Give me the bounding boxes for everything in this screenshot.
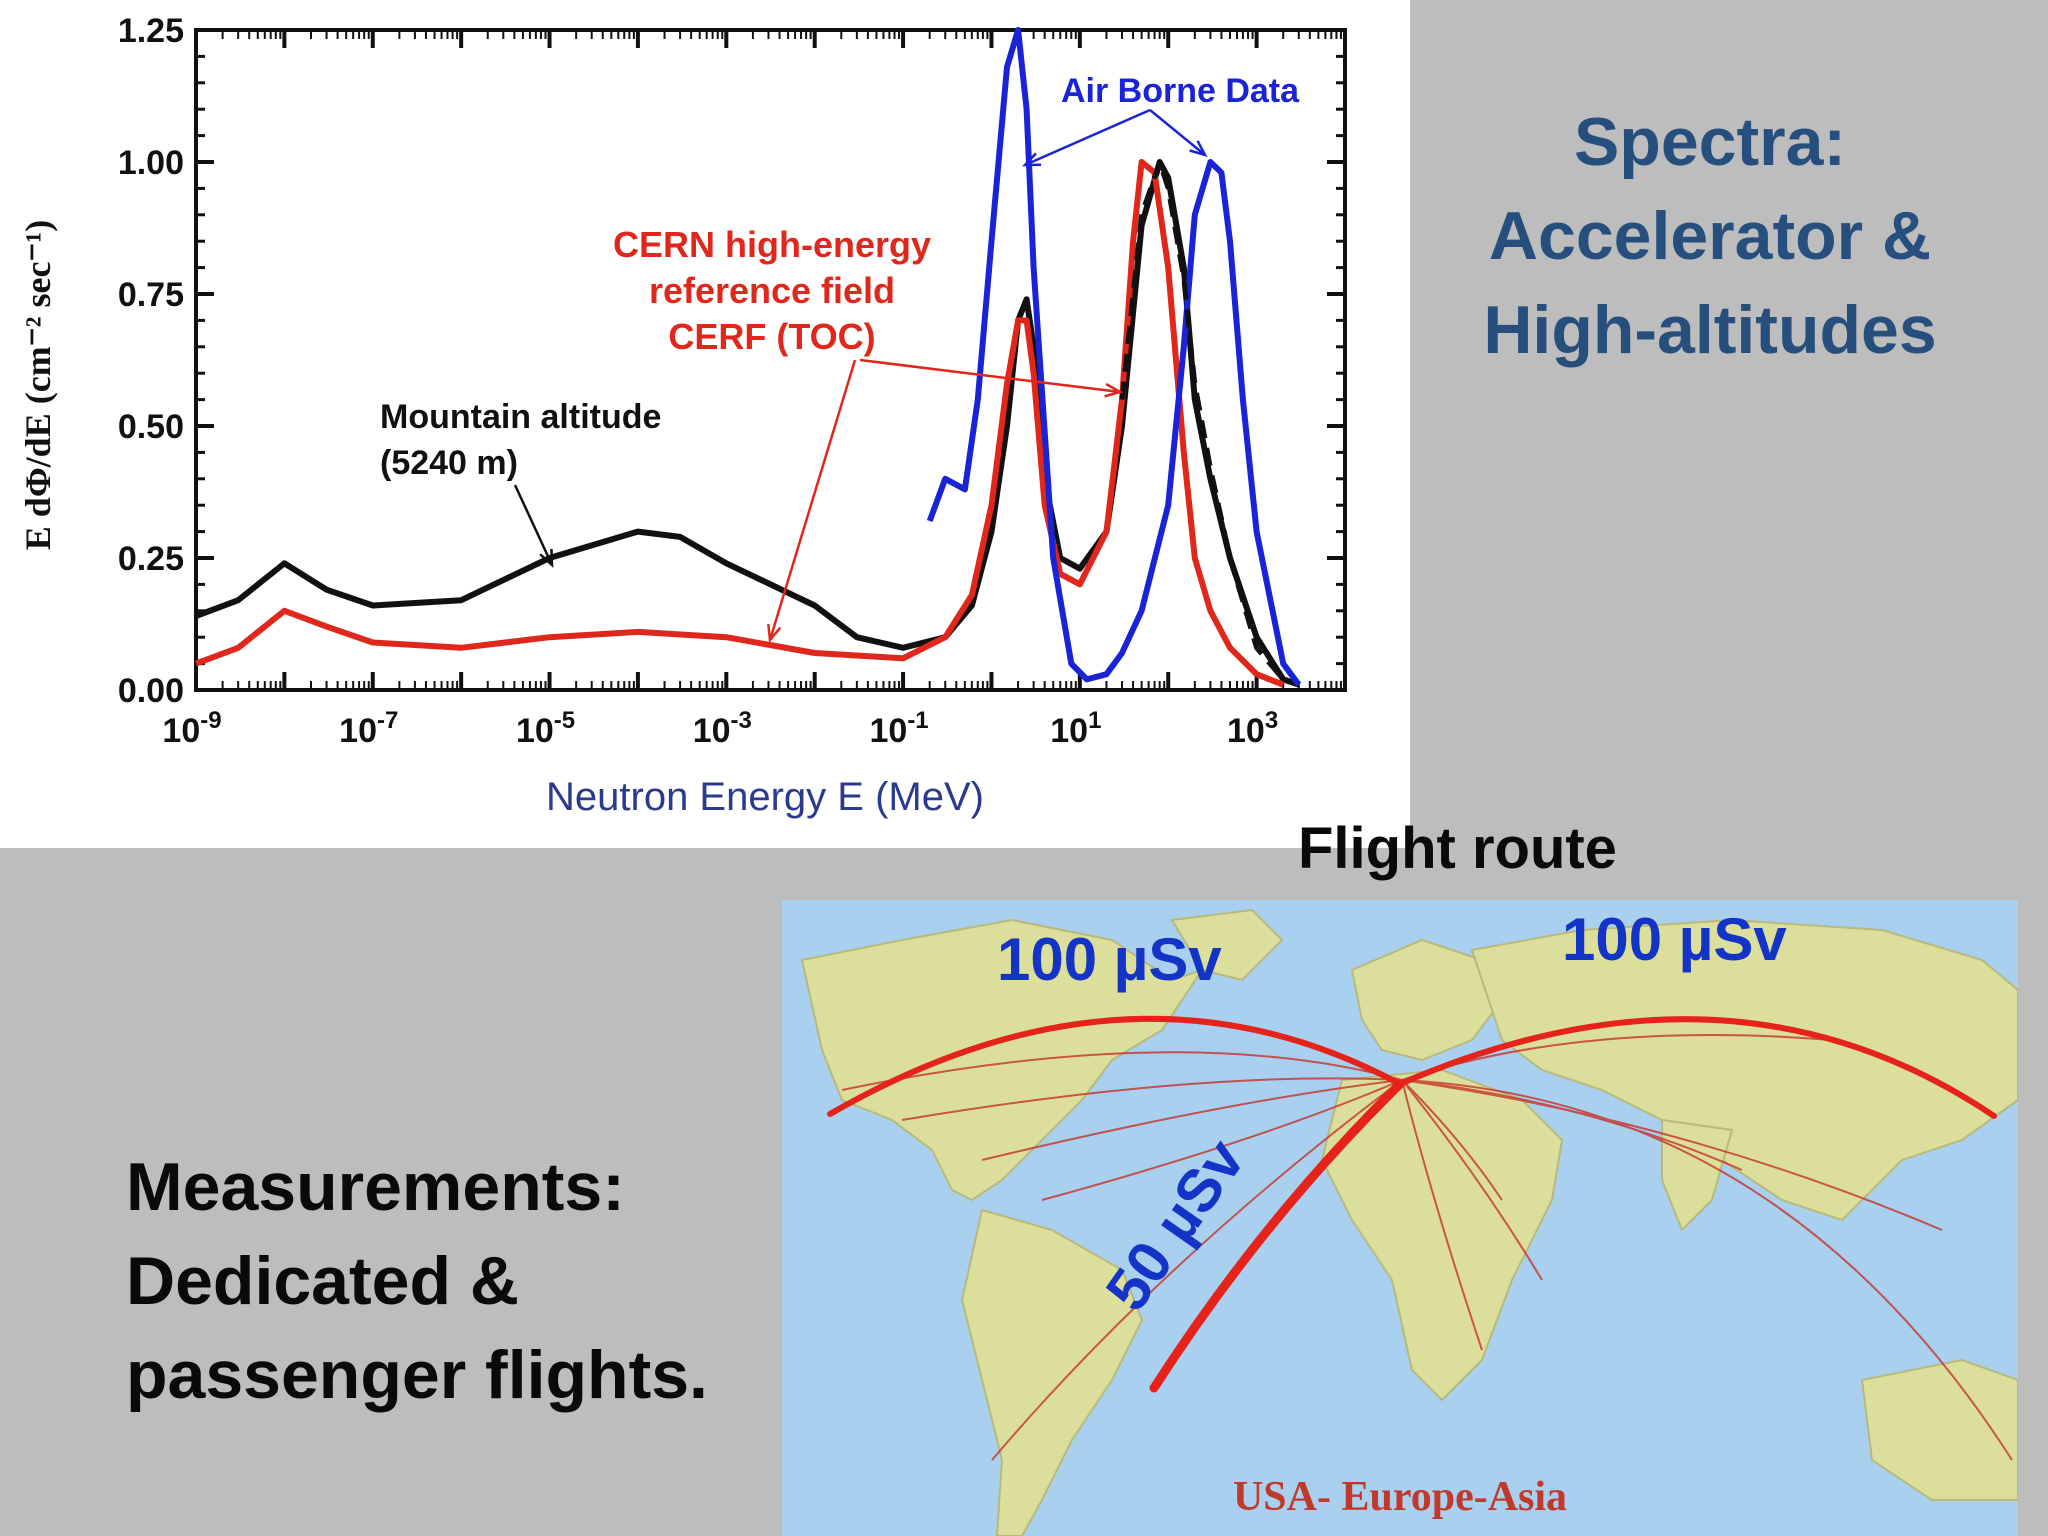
map-caption: USA- Europe-Asia xyxy=(1233,1474,1567,1520)
minor-flight-route xyxy=(1401,1079,1543,1281)
africa-landmass xyxy=(1320,1068,1564,1402)
annotation-arrow xyxy=(1149,109,1206,156)
minor-flight-route xyxy=(1401,1079,2013,1461)
y-tick-label: 1.25 xyxy=(118,12,184,50)
y-tick-label: 0.00 xyxy=(118,672,184,710)
x-tick-label: 103 xyxy=(1227,707,1278,750)
y-tick-label: 0.25 xyxy=(118,540,184,578)
dose-label-europe-asia: 100 µSv xyxy=(1562,906,1787,973)
annotation-arrowhead xyxy=(1189,140,1208,158)
annotation-label: Air Borne Data xyxy=(1061,72,1300,110)
annotation-arrowhead xyxy=(539,548,554,568)
spectrum-chart-panel: 0.00 0.25 0.50 0.75 1.00 1.25 10-9 10-7 10-5 10-3… xyxy=(0,0,1410,848)
slide-title: Spectra: Accelerator & High-altitudes xyxy=(1440,95,1980,377)
annotation-arrowhead xyxy=(767,623,782,644)
annotation-label: CERF (TOC) xyxy=(668,316,875,357)
route-europe-asia xyxy=(1397,1016,1997,1119)
annotation-arrowhead xyxy=(1104,382,1124,398)
dose-label-usa-europe: 100 µSv xyxy=(997,926,1222,993)
annotation-label: reference field xyxy=(649,270,895,311)
annotation-label: CERN high-energy xyxy=(613,224,931,265)
flight-route-map: 100 µSv 100 µSv 50 µSv USA- Europe-Asia xyxy=(782,900,2018,1536)
annotation-arrow xyxy=(1024,108,1151,167)
slide-title-line: Accelerator & xyxy=(1488,198,1932,274)
measurements-text: Measurements: Dedicated & passenger flig… xyxy=(126,1140,708,1422)
greenland-landmass xyxy=(1170,908,1284,982)
world-map: 100 µSv 100 µSv 50 µSv USA- Europe-Asia xyxy=(800,906,2018,1536)
annotation-label: Mountain altitude xyxy=(380,398,661,436)
europe-landmass xyxy=(1350,938,1504,1062)
south-america-landmass xyxy=(960,1208,1144,1536)
x-tick-label: 101 xyxy=(1050,707,1101,750)
minor-flight-route xyxy=(1401,1079,1503,1201)
slide-title-line: High-altitudes xyxy=(1483,292,1937,368)
plot-frame xyxy=(194,28,1347,692)
minor-flight-route xyxy=(991,1079,1403,1461)
asia-landmass xyxy=(1470,918,2018,1222)
minor-flight-route xyxy=(1401,1079,1483,1351)
annotation-arrowhead xyxy=(1022,152,1042,167)
slide-title-line: Spectra: xyxy=(1573,104,1847,180)
australia-landmass xyxy=(1860,1358,2018,1501)
dose-label-south-america: 50 µSv xyxy=(1093,1127,1258,1323)
annotation-arrow xyxy=(859,358,1121,394)
y-axis-label: E dΦ/dE (cm⁻² sec⁻¹) xyxy=(18,220,58,550)
x-tick-label: 10-5 xyxy=(516,707,575,750)
x-tick-label: 10-9 xyxy=(162,707,221,750)
x-tick-label: 10-7 xyxy=(339,707,398,750)
spectrum-chart: 0.00 0.25 0.50 0.75 1.00 1.25 10-9 10-7 10-5 10-3… xyxy=(18,12,1347,819)
x-tick-label: 10-1 xyxy=(869,707,928,750)
x-axis-label: Neutron Energy E (MeV) xyxy=(546,775,984,819)
series-line-2 xyxy=(926,27,1302,687)
y-tick-label: 0.50 xyxy=(118,408,184,446)
minor-flight-route xyxy=(841,1051,1403,1091)
annotation-arrow xyxy=(768,359,857,641)
route-europe-south-america xyxy=(1149,1079,1405,1393)
flight-route-title: Flight route xyxy=(1298,816,1617,881)
measurements-line: Measurements: xyxy=(126,1149,625,1225)
measurements-line: passenger flights. xyxy=(126,1337,708,1413)
minor-flight-route xyxy=(981,1079,1403,1161)
north-america-landmass xyxy=(800,918,1205,1202)
annotation-label: (5240 m) xyxy=(380,444,518,482)
minor-flight-route xyxy=(901,1077,1403,1121)
y-tick-label: 1.00 xyxy=(118,144,184,182)
minor-flight-route xyxy=(1041,1079,1403,1201)
x-tick-label: 10-3 xyxy=(693,707,752,750)
measurements-line: Dedicated & xyxy=(126,1243,519,1319)
annotation-arrow xyxy=(513,484,554,566)
series-line-3 xyxy=(1119,159,1286,682)
minor-flight-route xyxy=(1401,1079,1943,1231)
y-tick-label: 0.75 xyxy=(118,276,184,314)
route-usa-europe xyxy=(827,1015,1403,1117)
